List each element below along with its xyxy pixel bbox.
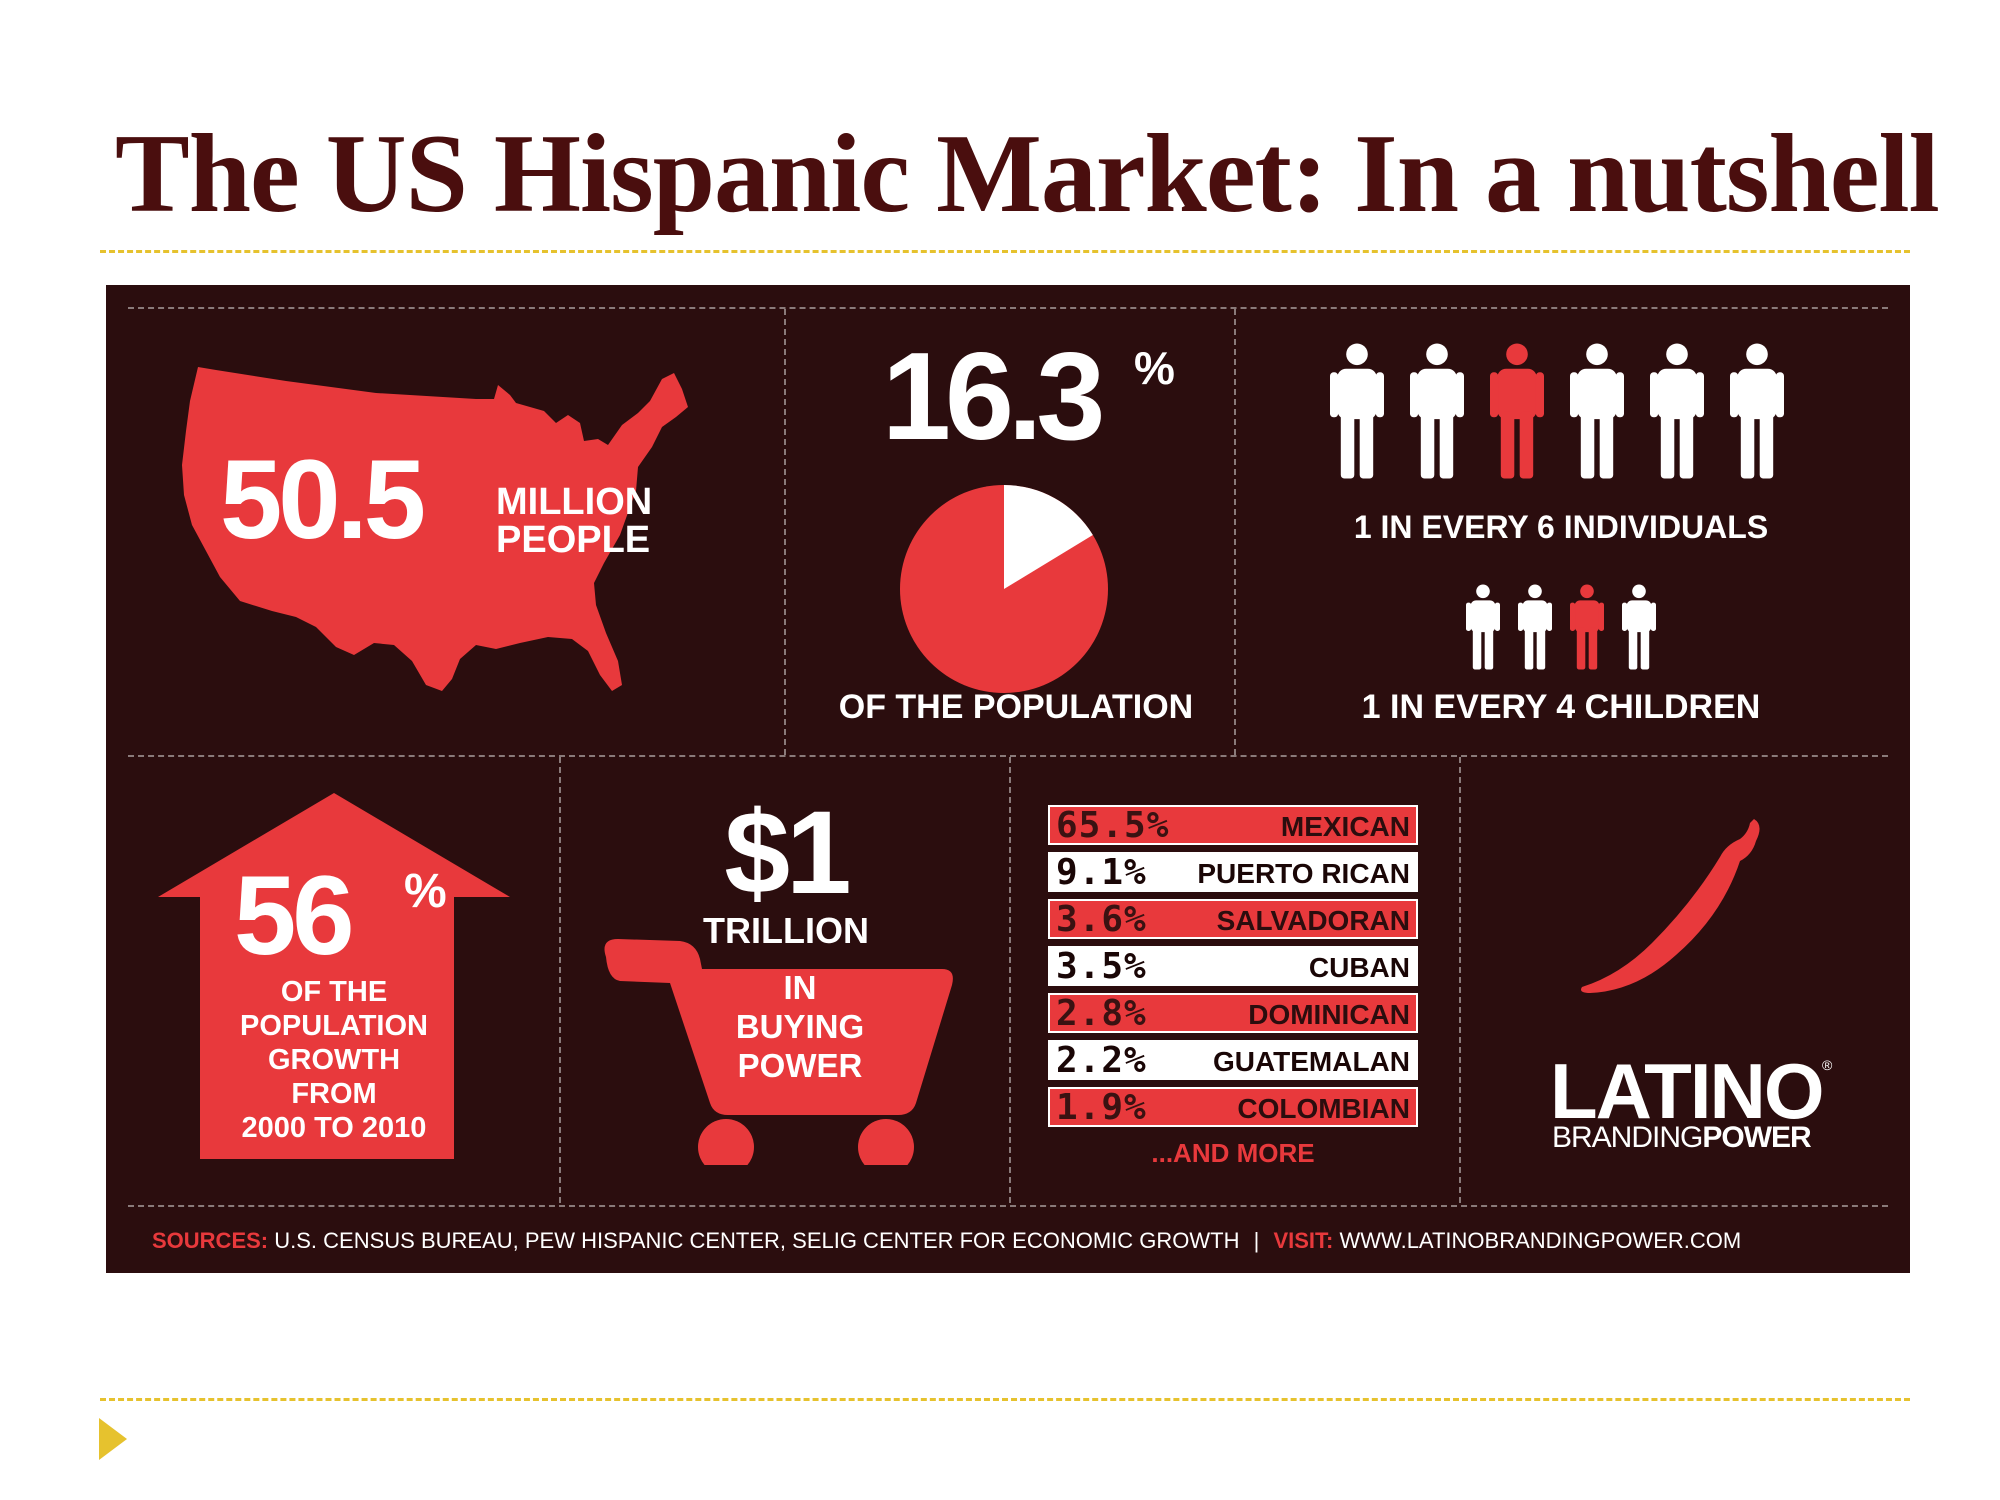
triangle-bullet-icon <box>99 1418 127 1460</box>
child-icon <box>1622 581 1656 678</box>
pie-slice-share <box>1004 485 1093 589</box>
origin-row-puerto-rican: 9.1% PUERTO RICAN <box>1048 852 1418 892</box>
person-icon <box>1730 337 1784 490</box>
origin-pct: 65.5% <box>1056 805 1170 846</box>
origin-row-dominican: 2.8% DOMINICAN <box>1048 993 1418 1033</box>
origin-name: COLOMBIAN <box>1237 1093 1410 1124</box>
sources-text: U.S. CENSUS BUREAU, PEW HISPANIC CENTER,… <box>274 1228 1240 1253</box>
visit-label: VISIT: <box>1273 1228 1334 1253</box>
brand-name: LATINO <box>1550 1047 1825 1135</box>
population-number: 50.5 <box>220 437 426 562</box>
visit-link[interactable]: WWW.LATINOBRANDINGPOWER.COM <box>1339 1228 1742 1253</box>
origins-more: ...AND MORE <box>1151 1138 1315 1168</box>
origin-row-cuban: 3.5% CUBAN <box>1048 946 1418 986</box>
person-icon <box>1410 337 1464 490</box>
bottom-divider <box>100 1398 1910 1401</box>
children-caption: 1 IN EVERY 4 CHILDREN <box>1361 688 1761 726</box>
population-pie-chart <box>900 485 1108 693</box>
chili-pepper-icon <box>1581 819 1760 993</box>
share-caption: OF THE POPULATION <box>838 688 1194 726</box>
growth-line3: GROWTH <box>267 1044 401 1076</box>
growth-line5: 2000 TO 2010 <box>241 1112 427 1144</box>
grid-line <box>559 757 561 1203</box>
buying-line1: IN <box>783 969 817 1006</box>
brand-registered: ® <box>1822 1057 1833 1073</box>
grid-line <box>128 755 1888 757</box>
growth-percent-sign: % <box>404 865 447 918</box>
origin-row-mexican: 65.5% MEXICAN <box>1048 805 1418 845</box>
shopping-cart-icon <box>604 939 953 1165</box>
grid-line <box>128 307 1888 309</box>
growth-line1: OF THE <box>280 976 388 1008</box>
origin-name: SALVADORAN <box>1216 905 1410 936</box>
origin-pct: 1.9% <box>1056 1087 1147 1128</box>
buying-line2: BUYING <box>735 1008 865 1045</box>
origin-name: PUERTO RICAN <box>1197 858 1410 889</box>
origin-row-salvadoran: 3.6% SALVADORAN <box>1048 899 1418 939</box>
person-highlighted-icon <box>1490 337 1544 490</box>
grid-line <box>128 1205 1888 1207</box>
origin-row-colombian: 1.9% COLOMBIAN <box>1048 1087 1418 1127</box>
origin-pct: 3.5% <box>1056 946 1147 987</box>
growth-line4: FROM <box>291 1078 377 1110</box>
origin-pct: 2.2% <box>1056 1040 1147 1081</box>
origin-name: CUBAN <box>1308 952 1410 983</box>
usa-map-icon <box>182 367 688 691</box>
buying-unit: TRILLION <box>703 910 869 951</box>
individuals-icon-row <box>1330 337 1810 487</box>
population-unit-line1: MILLION <box>496 481 653 523</box>
up-arrow-icon <box>158 793 510 1159</box>
buying-line3: POWER <box>737 1047 863 1084</box>
individuals-caption: 1 IN EVERY 6 INDIVIDUALS <box>1353 509 1769 545</box>
person-icon <box>1570 337 1624 490</box>
sources-label: SOURCES: <box>152 1228 269 1253</box>
child-icon <box>1518 581 1552 678</box>
cart-wheel-left <box>698 1119 754 1165</box>
brand-tagline: BRANDINGPOWER <box>1552 1121 1812 1155</box>
cart-wheel-right <box>858 1119 914 1165</box>
person-icon <box>1650 337 1704 490</box>
children-icon-row <box>1466 581 1676 675</box>
origin-pct: 3.6% <box>1056 899 1147 940</box>
brand-tag-bold: POWER <box>1702 1121 1811 1154</box>
infographic-panel: 50.5 MILLION PEOPLE 16.3 % OF THE POPULA… <box>106 285 1910 1273</box>
buying-amount: $1 <box>724 787 851 919</box>
grid-line <box>1459 757 1461 1203</box>
sources-footer: SOURCES: U.S. CENSUS BUREAU, PEW HISPANI… <box>152 1225 1872 1257</box>
person-icon <box>1330 337 1384 490</box>
population-unit-line2: PEOPLE <box>496 519 651 561</box>
brand-tag-light: BRANDING <box>1552 1121 1703 1154</box>
page-title: The US Hispanic Market: In a nutshell <box>115 112 1940 236</box>
child-icon <box>1466 581 1500 678</box>
origin-name: MEXICAN <box>1280 811 1410 842</box>
grid-line <box>1234 309 1236 755</box>
share-percent-sign: % <box>1134 342 1175 394</box>
origin-pct: 2.8% <box>1056 993 1147 1034</box>
origin-name: GUATEMALAN <box>1212 1046 1410 1077</box>
origin-name: DOMINICAN <box>1248 999 1410 1030</box>
child-highlighted-icon <box>1570 581 1604 678</box>
growth-number: 56 <box>234 853 355 978</box>
footer-separator: | <box>1253 1228 1260 1253</box>
top-divider <box>100 250 1910 253</box>
share-number: 16.3 <box>882 328 1105 466</box>
grid-line <box>784 309 786 755</box>
origin-pct: 9.1% <box>1056 852 1147 893</box>
origin-row-guatemalan: 2.2% GUATEMALAN <box>1048 1040 1418 1080</box>
growth-line2: POPULATION <box>240 1010 428 1042</box>
grid-line <box>1009 757 1011 1203</box>
